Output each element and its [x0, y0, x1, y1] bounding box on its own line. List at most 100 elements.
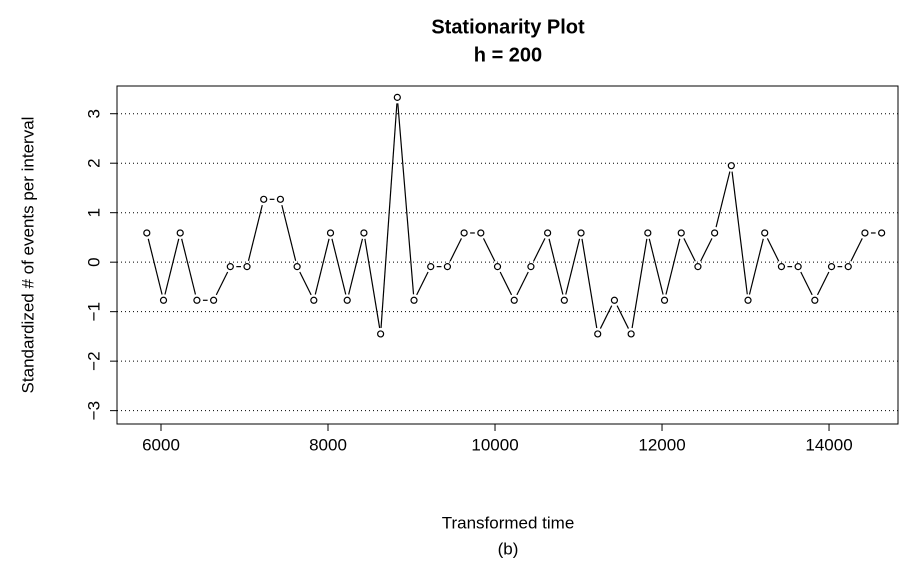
x-tick-label: 6000: [142, 435, 180, 454]
line-segment: [181, 238, 197, 295]
point: [677, 229, 685, 237]
y-tick-label: 1: [84, 208, 103, 217]
point: [226, 263, 234, 271]
line-segment: [247, 205, 263, 261]
point: [610, 296, 619, 304]
x-tick-label: 8000: [309, 435, 347, 454]
line-segment: [850, 238, 863, 262]
line-segment: [599, 305, 613, 329]
point: [594, 330, 602, 338]
point: [143, 229, 151, 237]
point: [377, 330, 385, 338]
y-tick-label: 3: [84, 109, 103, 118]
y-axis-label: Standardized # of events per interval: [18, 117, 37, 394]
point: [293, 263, 301, 271]
point: [694, 263, 702, 271]
line-segment: [665, 238, 681, 295]
point: [878, 229, 886, 237]
x-tick-label: 10000: [471, 435, 518, 454]
y-tick-label: −1: [84, 302, 103, 321]
line-segment: [616, 305, 629, 329]
y-tick-label: −3: [84, 401, 103, 420]
line-segment: [683, 238, 696, 262]
point: [193, 296, 201, 304]
line-segment: [548, 238, 564, 295]
x-tick-label: 12000: [638, 435, 685, 454]
plot-frame: [116, 85, 899, 425]
line-segment: [482, 238, 496, 262]
point: [811, 296, 819, 304]
point: [276, 195, 285, 203]
point: [477, 229, 485, 237]
point: [360, 229, 368, 237]
line-segment: [700, 238, 713, 262]
point: [260, 195, 268, 203]
line-segment: [449, 238, 462, 262]
point: [660, 296, 669, 304]
point: [761, 229, 769, 237]
line-segment: [631, 238, 648, 329]
y-tick-label: 0: [84, 257, 103, 266]
line-segment: [800, 271, 813, 296]
caption: (b): [498, 539, 519, 558]
chart-subtitle: h = 200: [474, 44, 542, 66]
line-segment: [715, 171, 731, 228]
line-segment: [565, 238, 581, 295]
point: [627, 330, 635, 338]
point: [544, 229, 552, 237]
line-segment: [348, 238, 364, 295]
point: [493, 263, 502, 271]
point: [460, 229, 468, 237]
line-segment: [731, 171, 748, 295]
point: [393, 93, 401, 101]
point: [827, 263, 836, 271]
line-segment: [364, 238, 381, 329]
chart-title: Stationarity Plot: [431, 16, 585, 38]
y-tick-label: 2: [84, 158, 103, 167]
point: [777, 263, 786, 271]
line-segment: [397, 103, 415, 295]
point: [577, 229, 585, 237]
point: [310, 296, 318, 304]
line-segment: [299, 271, 312, 296]
line-segment: [516, 271, 529, 296]
point: [410, 296, 418, 304]
point: [343, 296, 351, 304]
line-segment: [533, 238, 546, 262]
point: [527, 263, 535, 271]
point: [711, 229, 719, 237]
point: [176, 229, 184, 237]
point: [243, 263, 251, 271]
point: [861, 229, 869, 237]
line-segment: [748, 238, 764, 295]
line-segment: [816, 271, 830, 296]
line-segment: [164, 238, 180, 295]
line-segment: [648, 238, 664, 295]
line-segment: [331, 238, 347, 295]
line-segment: [581, 238, 598, 329]
point: [210, 296, 218, 304]
line-segment: [416, 271, 429, 296]
point: [727, 162, 735, 170]
point: [794, 263, 802, 271]
point: [427, 263, 435, 271]
point: [159, 296, 168, 304]
point: [644, 229, 652, 237]
line-segment: [499, 271, 513, 296]
line-segment: [314, 238, 330, 295]
point: [326, 229, 335, 237]
point: [510, 296, 518, 304]
point: [560, 296, 568, 304]
line-segment: [281, 205, 297, 261]
line-segment: [380, 103, 398, 328]
line-segment: [215, 271, 229, 296]
y-tick-label: −2: [84, 351, 103, 370]
x-tick-label: 14000: [805, 435, 852, 454]
point: [744, 296, 752, 304]
point: [844, 263, 852, 271]
line-segment: [766, 238, 780, 262]
x-axis-label: Transformed time: [442, 513, 575, 532]
line-segment: [147, 238, 163, 295]
point: [443, 263, 452, 271]
